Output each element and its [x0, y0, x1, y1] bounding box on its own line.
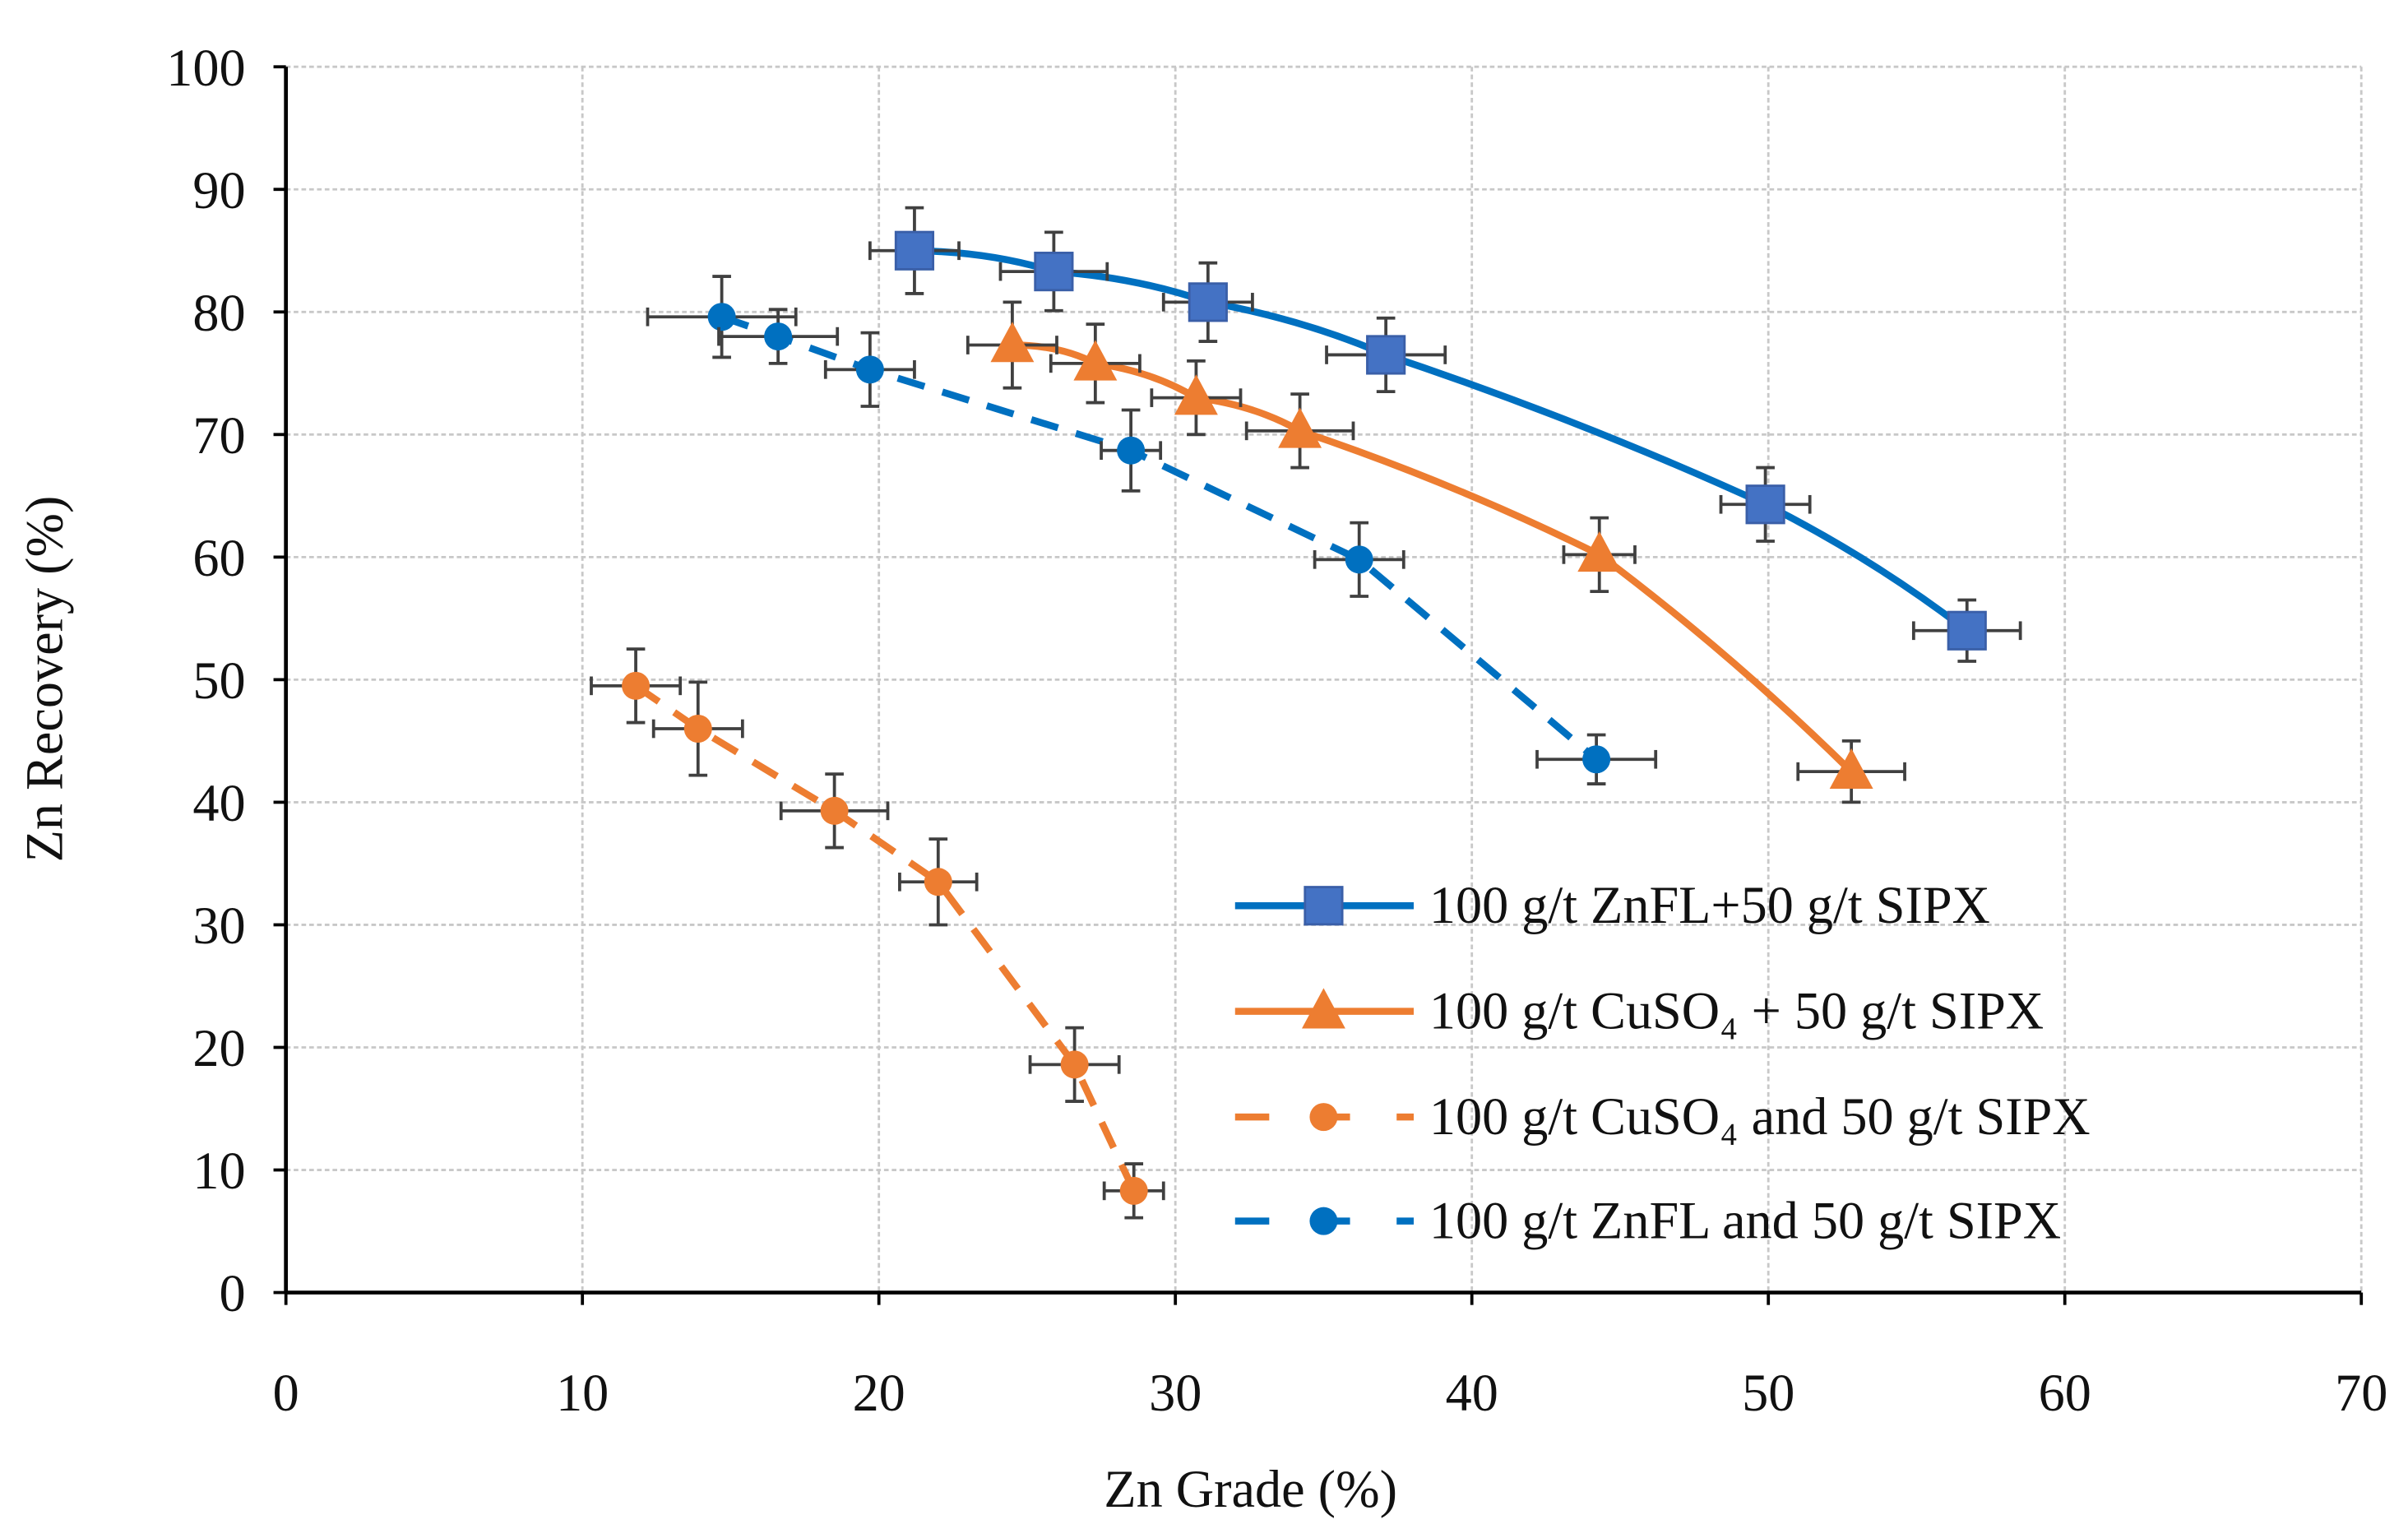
- series-1: [966, 300, 1906, 804]
- y-tick-label: 60: [192, 529, 245, 587]
- marker-circle: [683, 715, 712, 744]
- error-bar: [1244, 392, 1355, 470]
- legend-item: 100 g/t CuSO₄ and 50 g/t SIPX: [1234, 1087, 2091, 1146]
- y-tick-label: 40: [192, 774, 245, 832]
- y-tick-label: 80: [192, 284, 245, 342]
- x-tick-label: 10: [556, 1364, 609, 1422]
- x-tick-label: 30: [1149, 1364, 1202, 1422]
- y-tick-label: 30: [192, 896, 245, 955]
- series-line: [914, 247, 1970, 634]
- y-tick-label: 0: [219, 1264, 245, 1323]
- marker-circle: [855, 355, 884, 384]
- x-axis-label: Zn Grade (%): [1104, 1460, 1397, 1518]
- legend-label: 100 g/t CuSO₄ and 50 g/t SIPX: [1429, 1087, 2091, 1146]
- marker-square: [1304, 886, 1344, 926]
- marker-circle: [1117, 436, 1146, 465]
- marker-square: [1034, 252, 1074, 292]
- marker-triangle: [1577, 531, 1622, 572]
- marker-circle: [1582, 745, 1611, 774]
- series-line: [633, 683, 1137, 1193]
- legend-item: 100 g/t ZnFL+50 g/t SIPX: [1234, 876, 1990, 934]
- series-layer: [590, 206, 2022, 1220]
- grid: [285, 65, 2363, 1293]
- marker-triangle: [1829, 748, 1873, 789]
- marker-circle: [1309, 1207, 1338, 1235]
- marker-triangle: [990, 322, 1035, 363]
- x-tick-label: 20: [853, 1364, 905, 1422]
- marker-triangle: [1302, 988, 1345, 1029]
- y-tick-label: 20: [192, 1019, 245, 1077]
- y-tick-label: 10: [192, 1142, 245, 1200]
- legend: 100 g/t ZnFL+50 g/t SIPX 100 g/t CuSO₄ +…: [1234, 876, 2091, 1249]
- series-0: [868, 206, 2022, 663]
- legend-label: 100 g/t ZnFL+50 g/t SIPX: [1429, 876, 1990, 934]
- x-tick-label: 0: [273, 1364, 299, 1422]
- x-tick-label: 50: [1742, 1364, 1794, 1422]
- marker-square: [1947, 610, 1987, 651]
- y-tick-label: 50: [192, 651, 245, 710]
- marker-square: [1745, 484, 1785, 525]
- legend-label: 100 g/t ZnFL and 50 g/t SIPX: [1429, 1191, 2061, 1249]
- marker-circle: [820, 796, 849, 825]
- marker-circle: [1345, 545, 1373, 574]
- x-tick-label: 60: [2039, 1364, 2091, 1422]
- marker-circle: [924, 868, 952, 896]
- y-tick-label: 90: [192, 161, 245, 220]
- marker-square: [894, 230, 935, 271]
- marker-circle: [707, 303, 736, 331]
- y-tick-label: 70: [192, 406, 245, 465]
- marker-circle: [1060, 1050, 1089, 1079]
- marker-triangle: [1073, 340, 1118, 381]
- marker-circle: [1309, 1103, 1338, 1132]
- marker-triangle: [1278, 407, 1322, 448]
- legend-item: 100 g/t ZnFL and 50 g/t SIPX: [1234, 1191, 2061, 1249]
- y-tick-label: 100: [166, 39, 245, 97]
- x-tick-label: 40: [1446, 1364, 1498, 1422]
- marker-circle: [622, 671, 651, 700]
- y-axis-label: Zn Recovery (%): [16, 496, 74, 863]
- x-tick-label: 70: [2335, 1364, 2387, 1422]
- marker-circle: [1119, 1176, 1148, 1205]
- marker-circle: [764, 322, 793, 351]
- marker-triangle: [1174, 374, 1218, 415]
- legend-label: 100 g/t CuSO₄ + 50 g/t SIPX: [1429, 981, 2044, 1040]
- tick-labels: 0 10 20 30 40 50 60 70 0 10 20 30 40 50 60 70 80 90 100: [166, 39, 2387, 1422]
- marker-square: [1366, 335, 1406, 375]
- series-2: [590, 647, 1165, 1220]
- marker-square: [1188, 282, 1228, 322]
- legend-item: 100 g/t CuSO₄ + 50 g/t SIPX: [1234, 981, 2044, 1040]
- series-3: [646, 275, 1658, 785]
